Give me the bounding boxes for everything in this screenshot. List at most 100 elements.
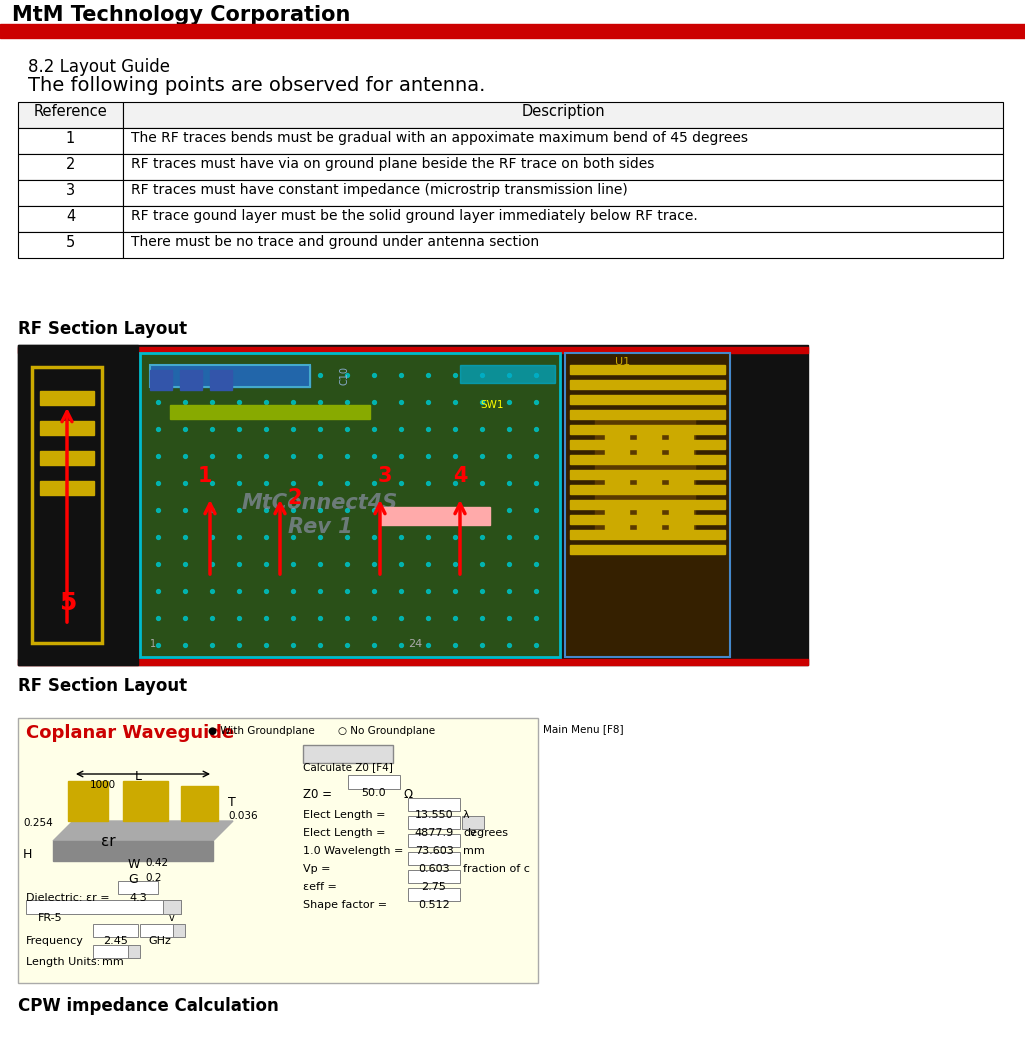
Text: Shape factor =: Shape factor =: [303, 900, 387, 910]
Text: εr: εr: [100, 834, 115, 849]
Bar: [637, 509, 661, 531]
Bar: [18, 129, 123, 154]
Text: Elect Length =: Elect Length =: [303, 810, 385, 820]
Bar: [570, 365, 725, 374]
Bar: [570, 515, 725, 524]
Bar: [408, 852, 460, 866]
Bar: [123, 179, 1003, 206]
Text: 1: 1: [150, 639, 156, 649]
Bar: [18, 660, 808, 665]
Polygon shape: [123, 781, 168, 821]
Text: Ω: Ω: [403, 788, 412, 801]
Text: C10: C10: [340, 366, 350, 386]
Text: Main Menu [F8]: Main Menu [F8]: [543, 724, 623, 734]
Bar: [40, 421, 94, 435]
Text: RF trace gound layer must be the solid ground layer immediately below RF trace.: RF trace gound layer must be the solid g…: [131, 209, 698, 223]
Text: 4: 4: [453, 466, 467, 486]
Bar: [18, 345, 138, 665]
Bar: [93, 924, 138, 937]
Bar: [40, 391, 94, 405]
Bar: [669, 472, 693, 493]
Bar: [570, 485, 725, 494]
Bar: [26, 900, 181, 914]
Text: The following points are observed for antenna.: The following points are observed for an…: [28, 76, 486, 95]
Bar: [408, 834, 460, 847]
Text: Coplanar Waveguide: Coplanar Waveguide: [26, 724, 235, 742]
Text: RF traces must have via on ground plane beside the RF trace on both sides: RF traces must have via on ground plane …: [131, 157, 654, 171]
Bar: [150, 370, 172, 390]
Bar: [570, 470, 725, 479]
Bar: [594, 413, 695, 533]
Bar: [605, 433, 629, 455]
Bar: [570, 545, 725, 554]
Bar: [570, 500, 725, 509]
Bar: [123, 206, 1003, 232]
Text: T: T: [228, 796, 236, 809]
Text: 4.3: 4.3: [129, 893, 147, 903]
Text: 0.42: 0.42: [145, 858, 168, 868]
Bar: [123, 232, 1003, 258]
Bar: [570, 455, 725, 464]
Text: fraction of c: fraction of c: [463, 864, 530, 874]
Text: 5: 5: [59, 590, 77, 615]
Text: 2.45: 2.45: [104, 936, 128, 946]
Bar: [570, 425, 725, 434]
Bar: [408, 816, 460, 829]
Text: 0.036: 0.036: [228, 811, 257, 821]
Text: Reference: Reference: [34, 104, 108, 119]
Text: W: W: [128, 858, 140, 871]
Bar: [18, 179, 123, 206]
Bar: [18, 102, 123, 129]
Text: 73.603: 73.603: [415, 846, 453, 856]
Text: RF Section Layout: RF Section Layout: [18, 320, 188, 338]
Bar: [170, 405, 370, 419]
Text: MtConnect4S
Rev 1: MtConnect4S Rev 1: [242, 494, 398, 536]
Text: 50.0: 50.0: [362, 788, 386, 798]
Text: Dielectric: εr =: Dielectric: εr =: [26, 893, 110, 903]
Bar: [140, 924, 178, 937]
Bar: [118, 881, 158, 894]
Text: U1: U1: [615, 357, 630, 367]
Bar: [460, 365, 555, 383]
Bar: [123, 129, 1003, 154]
Bar: [40, 481, 94, 495]
Text: 3: 3: [66, 183, 75, 198]
Polygon shape: [53, 841, 213, 861]
Text: 1.0 Wavelength =: 1.0 Wavelength =: [303, 846, 404, 856]
Text: ○ No Groundplane: ○ No Groundplane: [338, 726, 436, 736]
Bar: [18, 718, 538, 983]
Bar: [348, 775, 400, 789]
Text: ● With Groundplane: ● With Groundplane: [208, 726, 315, 736]
Text: λ: λ: [463, 810, 469, 820]
Text: MtM Technology Corporation: MtM Technology Corporation: [12, 5, 351, 25]
Bar: [18, 206, 123, 232]
Text: 0.512: 0.512: [418, 900, 450, 910]
Text: 1: 1: [66, 131, 75, 145]
Bar: [140, 353, 560, 657]
Text: Frequency: Frequency: [26, 936, 84, 946]
Bar: [93, 945, 131, 958]
Text: 0.254: 0.254: [23, 818, 52, 828]
Text: There must be no trace and ground under antenna section: There must be no trace and ground under …: [131, 235, 539, 249]
Bar: [173, 924, 184, 937]
Bar: [0, 24, 1025, 38]
Text: FR-5: FR-5: [38, 913, 63, 923]
Bar: [128, 945, 140, 958]
Text: v: v: [169, 913, 175, 923]
Text: v: v: [470, 828, 476, 838]
Text: CPW impedance Calculation: CPW impedance Calculation: [18, 997, 279, 1015]
Text: mm: mm: [102, 957, 124, 967]
Text: The RF traces bends must be gradual with an appoximate maximum bend of 45 degree: The RF traces bends must be gradual with…: [131, 131, 748, 145]
Bar: [380, 507, 490, 525]
Bar: [605, 509, 629, 531]
Text: Z0 =: Z0 =: [303, 788, 332, 801]
Bar: [303, 746, 393, 763]
Bar: [570, 410, 725, 419]
Bar: [570, 530, 725, 539]
Bar: [669, 509, 693, 531]
Polygon shape: [53, 821, 233, 841]
Bar: [18, 347, 808, 353]
Bar: [570, 395, 725, 404]
Bar: [18, 154, 123, 179]
Polygon shape: [68, 781, 108, 821]
